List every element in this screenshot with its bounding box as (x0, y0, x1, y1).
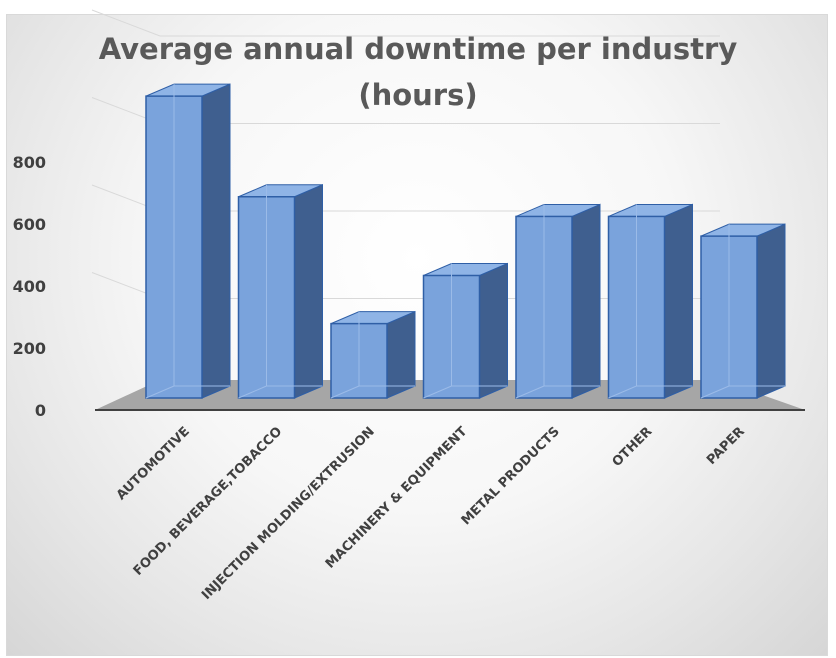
bar-side (756, 223, 786, 399)
bar-inner-edge (608, 385, 637, 399)
bar-side (201, 83, 231, 399)
bar-inner-edge (423, 385, 452, 399)
bar-side (386, 310, 416, 399)
bar-side (294, 183, 323, 399)
y-tick-label: 0 (35, 401, 46, 420)
bar-inner-edge (700, 385, 730, 399)
x-tick-label: AUTOMOTIVE (114, 424, 193, 503)
y-tick-label: 200 (13, 339, 46, 358)
x-tick-label: METAL PRODUCTS (459, 424, 563, 528)
bar-side (571, 203, 601, 399)
bar-inner-edge (145, 385, 175, 399)
x-tick-label: PAPER (704, 424, 748, 468)
x-tick-label: OTHER (610, 424, 656, 470)
y-tick-label: 800 (13, 153, 46, 172)
y-tick-label: 400 (13, 277, 46, 296)
bar-inner-edge (515, 385, 545, 399)
bar-side (664, 203, 693, 399)
x-tick-label: FOOD, BEVERAGE,TOBACCO (131, 424, 286, 579)
chart-title: Average annual downtime per industry (ho… (98, 32, 738, 112)
bar-inner-edge (238, 385, 267, 399)
bar-inner-edge (330, 385, 360, 399)
bar-side (479, 262, 508, 399)
y-tick-label: 600 (13, 215, 46, 234)
gridline-wall (91, 9, 161, 37)
x-tick-label: INJECTION MOLDING/EXTRUSION (199, 424, 378, 603)
